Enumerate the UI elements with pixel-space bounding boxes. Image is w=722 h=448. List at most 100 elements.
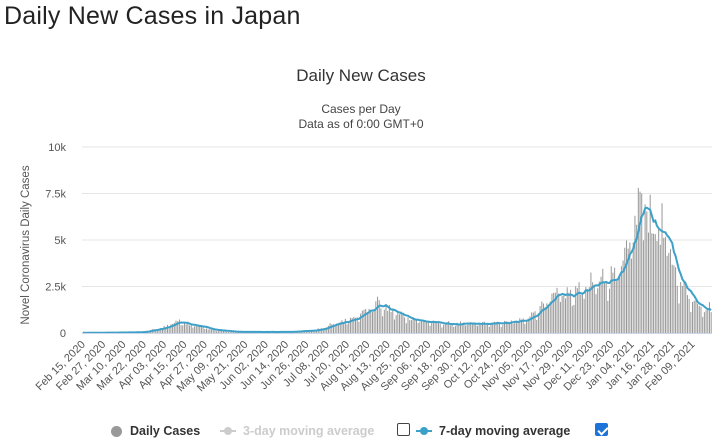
daily-cases-bar — [509, 322, 511, 333]
daily-cases-bar — [205, 328, 207, 333]
daily-cases-bar — [505, 321, 507, 333]
daily-cases-bar — [167, 324, 169, 333]
daily-cases-bar — [407, 317, 409, 333]
daily-cases-bar — [551, 293, 553, 333]
daily-cases-bar — [395, 315, 397, 333]
daily-cases-bar — [155, 329, 157, 333]
daily-cases-bar — [366, 311, 368, 333]
daily-cases-marker-icon — [111, 425, 122, 437]
daily-cases-bar — [498, 323, 500, 333]
daily-cases-bar — [532, 312, 534, 333]
daily-cases-bar — [461, 323, 463, 333]
daily-cases-bar — [526, 321, 528, 333]
daily-cases-bar — [454, 326, 456, 333]
toggle-3day-average-checkbox[interactable] — [397, 423, 410, 436]
seven-day-line-icon — [416, 427, 432, 435]
daily-cases-bar — [207, 329, 209, 333]
daily-cases-bar — [382, 316, 384, 333]
daily-cases-bar — [571, 305, 573, 333]
daily-cases-bar — [536, 319, 538, 333]
daily-cases-bar — [695, 300, 697, 333]
daily-cases-bar — [664, 236, 666, 333]
daily-cases-bar — [615, 281, 617, 333]
daily-cases-bar — [388, 304, 390, 333]
daily-cases-bar — [363, 309, 365, 333]
daily-cases-bar — [346, 324, 348, 333]
daily-cases-bar — [625, 240, 627, 333]
daily-cases-bar — [338, 323, 340, 333]
daily-cases-bar — [361, 310, 363, 333]
daily-cases-bar — [448, 321, 450, 333]
daily-cases-bar — [399, 314, 401, 333]
y-tick-label: 7.5k — [45, 189, 66, 201]
daily-cases-bar — [221, 330, 223, 333]
daily-cases-bar — [483, 321, 485, 333]
daily-cases-bar — [439, 323, 441, 333]
daily-cases-bar — [436, 321, 438, 333]
daily-cases-bar — [700, 306, 702, 333]
daily-cases-bar — [693, 300, 695, 333]
daily-cases-bar — [182, 325, 184, 333]
y-tick-label: 0 — [60, 328, 66, 340]
daily-cases-bar — [368, 309, 370, 333]
daily-cases-bar — [421, 320, 423, 333]
daily-cases-bar — [549, 301, 551, 333]
daily-cases-bar — [189, 325, 191, 333]
daily-cases-bar — [424, 320, 426, 333]
daily-cases-bar — [698, 305, 700, 333]
daily-cases-bar — [581, 294, 583, 333]
daily-cases-bar — [544, 307, 546, 333]
daily-cases-bar — [654, 234, 656, 333]
daily-cases-bar — [573, 304, 575, 333]
daily-cases-bar — [517, 322, 519, 333]
daily-cases-bar — [568, 292, 570, 333]
legend-7day-average[interactable]: 7-day moving average — [416, 421, 570, 441]
daily-cases-bar — [592, 282, 594, 333]
daily-cases-bar — [671, 264, 673, 333]
daily-cases-bar — [488, 326, 490, 333]
daily-cases-bar — [404, 317, 406, 333]
y-axis-ticks: 0 2.5k 5k 7.5k 10k — [45, 142, 66, 340]
daily-cases-bar — [705, 310, 707, 333]
daily-cases-bar — [575, 286, 577, 333]
daily-cases-bar — [692, 301, 694, 333]
daily-cases-bar — [310, 331, 312, 333]
daily-cases-bar — [373, 309, 375, 333]
page-title: Daily New Cases in Japan — [4, 2, 301, 30]
daily-cases-bar — [493, 321, 495, 333]
daily-cases-bar — [370, 311, 372, 333]
daily-cases-bar — [343, 322, 345, 333]
daily-cases-bar — [542, 303, 544, 333]
daily-cases-bar — [585, 287, 587, 333]
daily-cases-bar — [497, 321, 499, 333]
y-tick-label: 2.5k — [45, 282, 66, 294]
daily-cases-bar — [393, 319, 395, 333]
daily-cases-bar — [334, 325, 336, 333]
daily-cases-bar — [666, 255, 668, 333]
seven-day-average-line — [82, 206, 712, 334]
daily-cases-bar — [233, 331, 235, 333]
daily-cases-bar — [410, 320, 412, 333]
toggle-7day-average-checkbox[interactable] — [595, 423, 608, 436]
daily-cases-bar — [539, 306, 541, 333]
daily-cases-bar — [353, 316, 355, 333]
daily-cases-bar — [387, 310, 389, 333]
daily-cases-bar — [453, 326, 455, 333]
daily-cases-bar — [227, 332, 229, 333]
daily-cases-bar — [402, 314, 404, 333]
daily-cases-bar — [341, 320, 343, 333]
daily-cases-bar — [434, 321, 436, 333]
daily-cases-bar — [180, 325, 182, 333]
daily-cases-bar — [678, 303, 680, 333]
daily-cases-bar — [690, 312, 692, 333]
daily-cases-bar — [636, 224, 638, 333]
daily-cases-bar — [327, 325, 329, 333]
daily-cases-bar — [634, 215, 636, 333]
daily-cases-bar — [595, 294, 597, 333]
daily-cases-bar — [173, 322, 175, 333]
legend-3day-average[interactable]: 3-day moving average — [220, 421, 374, 441]
chart-data-date: Data as of 0:00 GMT+0 — [298, 117, 424, 131]
legend-daily-cases[interactable]: Daily Cases — [111, 421, 200, 441]
daily-cases-bar — [204, 329, 206, 333]
daily-cases-bar — [507, 321, 509, 333]
